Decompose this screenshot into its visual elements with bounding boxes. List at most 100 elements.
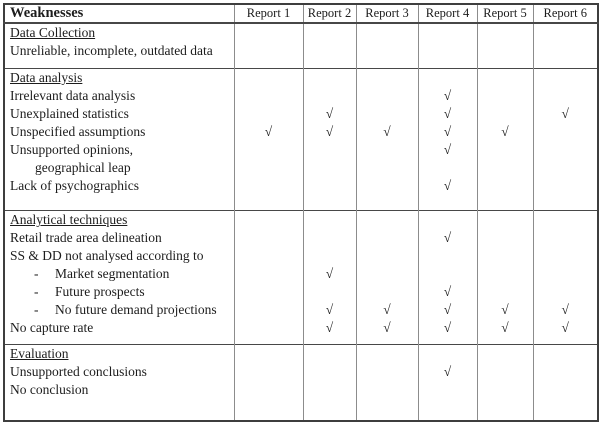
spacer-cell <box>417 337 478 345</box>
check-cell-report-3 <box>355 210 419 229</box>
check-cell-report-5 <box>476 42 534 60</box>
spacer-cell <box>355 60 419 69</box>
weakness-row: - Future prospects √ <box>3 283 599 301</box>
check-cell-report-5 <box>476 247 534 265</box>
section-title-row: Data analysis <box>3 68 599 87</box>
weakness-label-cell: No conclusion <box>3 381 235 399</box>
weakness-label: Unspecified assumptions <box>10 124 146 139</box>
check-cell-report-2 <box>302 229 357 247</box>
check-cell-report-4 <box>417 159 478 177</box>
weakness-label: Unreliable, incomplete, outdated data <box>10 43 213 58</box>
check-cell-report-3 <box>355 381 419 399</box>
weakness-label: No future demand projections <box>55 302 217 317</box>
check-mark: √ <box>532 319 599 337</box>
report-6-column-header: Report 6 <box>532 4 599 24</box>
spacer-cell <box>233 337 304 345</box>
check-cell-report-3 <box>355 105 419 123</box>
check-cell-report-4 <box>417 247 478 265</box>
check-cell-report-2 <box>302 159 357 177</box>
check-cell-report-1 <box>233 229 304 247</box>
check-mark: √ <box>417 319 478 337</box>
weakness-row: Unsupported opinions, √ <box>3 141 599 159</box>
spacer-cell <box>476 195 534 211</box>
weakness-row: Irrelevant data analysis √ <box>3 87 599 105</box>
check-cell-report-5 <box>476 363 534 381</box>
check-cell-report-4 <box>417 210 478 229</box>
bullet-dash: - <box>34 284 39 299</box>
weakness-row: - No future demand projections √ √ √ √ √ <box>3 301 599 319</box>
check-cell-report-1 <box>233 210 304 229</box>
check-cell-report-6 <box>532 265 599 283</box>
report-4-column-header: Report 4 <box>417 4 478 24</box>
weakness-label: Unsupported conclusions <box>10 364 147 379</box>
check-cell-report-6 <box>532 68 599 87</box>
check-cell-report-6 <box>532 159 599 177</box>
weakness-label: Retail trade area delineation <box>10 230 162 245</box>
weakness-label: geographical leap <box>35 160 131 175</box>
spacer-cell <box>532 60 599 69</box>
check-cell-report-5 <box>476 22 534 42</box>
check-cell-report-4 <box>417 381 478 399</box>
spacer-cell <box>476 399 534 421</box>
section-title: Data analysis <box>10 70 83 85</box>
spacer-cell <box>3 60 235 69</box>
check-cell-report-3 <box>355 283 419 301</box>
spacer-cell <box>355 337 419 345</box>
header-row: Weaknesses Report 1 Report 2 Report 3 Re… <box>3 4 599 24</box>
check-mark: √ <box>302 105 357 123</box>
check-mark: √ <box>302 319 357 337</box>
check-mark: √ <box>417 177 478 195</box>
weakness-label-cell: - Future prospects <box>3 283 235 301</box>
check-mark: √ <box>417 229 478 247</box>
check-cell-report-4 <box>417 68 478 87</box>
section-title-cell: Data analysis <box>3 68 235 87</box>
check-cell-report-1 <box>233 283 304 301</box>
check-cell-report-1 <box>233 344 304 363</box>
check-cell-report-2 <box>302 141 357 159</box>
section-title-row: Data Collection <box>3 22 599 42</box>
spacer-cell <box>3 195 235 211</box>
check-cell-report-2 <box>302 283 357 301</box>
check-cell-report-5 <box>476 229 534 247</box>
section-title: Data Collection <box>10 25 96 40</box>
check-cell-report-3 <box>355 22 419 42</box>
check-cell-report-1 <box>233 177 304 195</box>
section-title: Analytical techniques <box>10 212 128 227</box>
weakness-row: Retail trade area delineation √ <box>3 229 599 247</box>
weakness-row: - Market segmentation √ <box>3 265 599 283</box>
check-cell-report-6 <box>532 381 599 399</box>
spacer-cell <box>302 337 357 345</box>
spacer-cell <box>417 399 478 421</box>
check-cell-report-6 <box>532 344 599 363</box>
section-title-cell: Evaluation <box>3 344 235 363</box>
check-cell-report-3 <box>355 177 419 195</box>
check-cell-report-4 <box>417 265 478 283</box>
check-cell-report-2 <box>302 42 357 60</box>
check-cell-report-1 <box>233 265 304 283</box>
report-1-column-header: Report 1 <box>233 4 304 24</box>
weakness-label-cell: Unsupported opinions, <box>3 141 235 159</box>
check-cell-report-2 <box>302 344 357 363</box>
section-title: Evaluation <box>10 346 69 361</box>
check-mark: √ <box>417 363 478 381</box>
weakness-label-cell: Irrelevant data analysis <box>3 87 235 105</box>
weakness-label: Unexplained statistics <box>10 106 129 121</box>
check-cell-report-6 <box>532 123 599 141</box>
spacer-cell <box>355 195 419 211</box>
check-cell-report-1 <box>233 381 304 399</box>
check-cell-report-5 <box>476 210 534 229</box>
weakness-row: Lack of psychographics √ <box>3 177 599 195</box>
check-mark: √ <box>417 87 478 105</box>
check-cell-report-2 <box>302 210 357 229</box>
check-cell-report-4 <box>417 344 478 363</box>
weakness-label-cell: Unexplained statistics <box>3 105 235 123</box>
weakness-label-cell: Unsupported conclusions <box>3 363 235 381</box>
check-cell-report-3 <box>355 363 419 381</box>
spacer-cell <box>476 337 534 345</box>
check-cell-report-5 <box>476 105 534 123</box>
spacer-cell <box>3 399 235 421</box>
check-cell-report-3 <box>355 265 419 283</box>
weakness-row: Unexplained statistics √ √ √ <box>3 105 599 123</box>
check-mark: √ <box>417 283 478 301</box>
